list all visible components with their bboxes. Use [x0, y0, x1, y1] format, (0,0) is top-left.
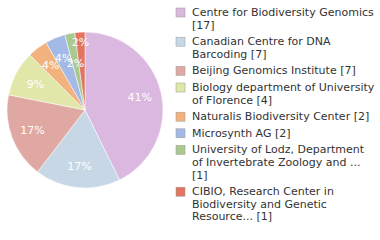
legend-label: Canadian Centre for DNABarcoding [7] — [192, 35, 331, 61]
legend-label: Microsynth AG [2] — [192, 127, 291, 140]
legend-swatch — [176, 37, 185, 46]
chart: 41%17%17%9%4%4%2%2%Centre for Biodiversi… — [0, 0, 380, 240]
slice-label: 9% — [27, 78, 44, 91]
slice-labels: 41%17%17%9%4%4%2%2% — [20, 36, 152, 173]
slice-label: 17% — [20, 124, 44, 137]
legend-swatch — [176, 83, 185, 92]
legend-swatch — [176, 66, 185, 75]
legend-swatch — [176, 129, 185, 138]
legend-swatch — [176, 8, 185, 17]
legend-swatch — [176, 145, 185, 154]
legend-label: Biology department of Universityof Flore… — [192, 81, 375, 107]
legend: Centre for Biodiversity Genomics[17] Cana… — [176, 6, 375, 223]
slice-label: 17% — [67, 160, 91, 173]
slice-label: 41% — [127, 91, 151, 104]
legend-swatch — [176, 187, 185, 196]
legend-label: University of Lodz, Departmentof Inverte… — [192, 143, 365, 181]
legend-label: CIBIO, Research Center inBiodiversity an… — [192, 185, 334, 223]
legend-label: Naturalis Biodiversity Center [2] — [192, 110, 369, 123]
pie — [7, 32, 163, 188]
legend-swatch — [176, 112, 185, 121]
legend-label: Centre for Biodiversity Genomics[17] — [192, 6, 374, 32]
slice-label: 2% — [72, 36, 89, 49]
slice-label: 2% — [67, 57, 84, 70]
legend-label: Beijing Genomics Institute [7] — [192, 64, 356, 77]
